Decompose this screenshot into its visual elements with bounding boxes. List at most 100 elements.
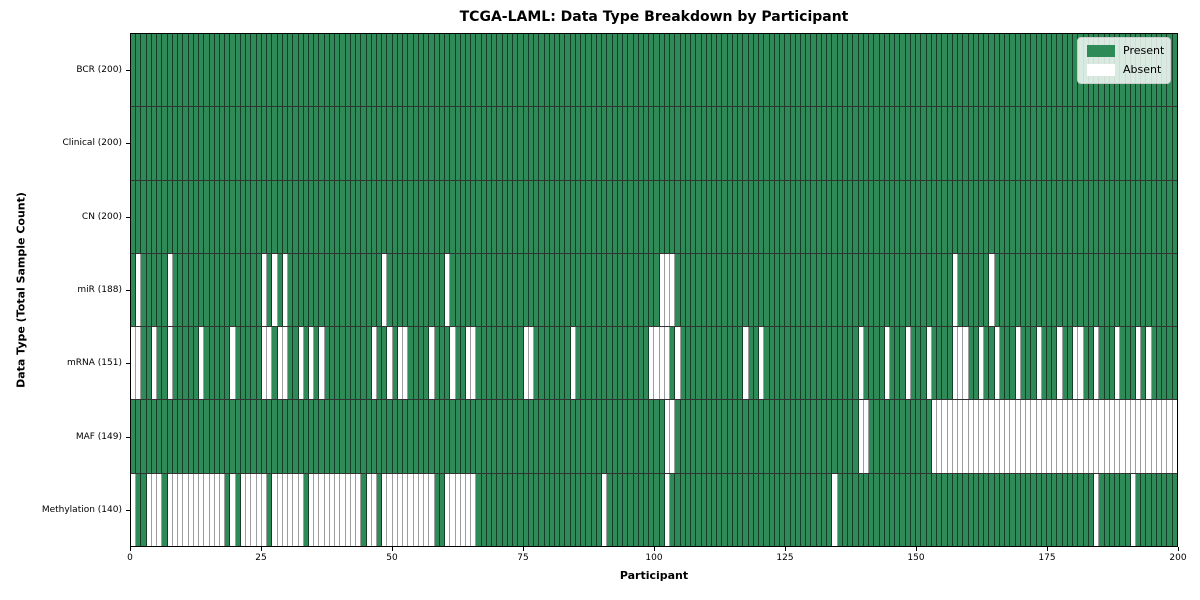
cell xyxy=(696,253,702,327)
cell xyxy=(575,400,582,473)
cell xyxy=(617,473,624,546)
cell xyxy=(1052,400,1058,473)
cell xyxy=(984,327,990,400)
cell xyxy=(842,473,849,546)
cell xyxy=(900,327,906,400)
cell xyxy=(513,34,519,107)
cell xyxy=(439,253,446,327)
cell xyxy=(303,107,309,180)
cell xyxy=(403,473,409,546)
cell xyxy=(973,473,979,546)
x-tick xyxy=(261,547,262,551)
cell xyxy=(633,34,639,107)
cell xyxy=(382,180,388,253)
cell xyxy=(534,400,540,473)
cell xyxy=(1073,107,1079,180)
cell xyxy=(418,107,425,180)
cell xyxy=(397,473,404,546)
cell xyxy=(785,34,791,107)
cell xyxy=(277,253,283,327)
cell xyxy=(916,180,922,253)
cell xyxy=(549,253,555,327)
cell xyxy=(230,107,236,180)
cell xyxy=(539,400,545,473)
cell xyxy=(638,327,644,400)
cell xyxy=(319,107,325,180)
cell xyxy=(1005,473,1011,546)
cell xyxy=(827,253,833,327)
cell xyxy=(303,34,309,107)
cell xyxy=(329,473,336,546)
cell xyxy=(1057,253,1063,327)
cell xyxy=(691,253,697,327)
cell xyxy=(162,473,168,546)
cell xyxy=(910,253,917,327)
y-tick-label-miR: miR (188) xyxy=(77,285,122,295)
cell xyxy=(774,253,781,327)
cell xyxy=(1172,180,1177,253)
cell xyxy=(748,34,754,107)
cell xyxy=(1088,473,1095,546)
cell xyxy=(1062,253,1068,327)
cell xyxy=(685,473,692,546)
cell xyxy=(664,400,671,473)
cell xyxy=(931,107,938,180)
cell xyxy=(183,253,189,327)
cell xyxy=(617,253,624,327)
cell xyxy=(895,327,901,400)
cell xyxy=(680,253,686,327)
cell xyxy=(869,473,875,546)
cell xyxy=(869,34,875,107)
cell xyxy=(811,473,817,546)
cell xyxy=(240,34,247,107)
cell xyxy=(958,473,964,546)
cell xyxy=(282,327,289,400)
cell xyxy=(439,400,446,473)
cell xyxy=(445,400,451,473)
cell xyxy=(340,107,346,180)
cell xyxy=(879,180,885,253)
cell xyxy=(455,473,461,546)
cell xyxy=(507,34,514,107)
cell xyxy=(795,180,801,253)
cell xyxy=(743,473,749,546)
cell xyxy=(612,253,618,327)
cell xyxy=(706,327,713,400)
cell xyxy=(1151,253,1157,327)
cell xyxy=(1041,107,1048,180)
cell xyxy=(157,473,163,546)
cell xyxy=(963,253,969,327)
cell xyxy=(1083,180,1089,253)
cell xyxy=(460,253,466,327)
cell xyxy=(486,473,493,546)
cell xyxy=(371,107,378,180)
cell xyxy=(1156,253,1163,327)
cell xyxy=(1104,473,1110,546)
cell xyxy=(591,400,597,473)
cell xyxy=(319,253,325,327)
cell xyxy=(722,253,728,327)
cell xyxy=(413,34,419,107)
cell xyxy=(183,327,189,400)
cell xyxy=(476,253,482,327)
cell xyxy=(466,400,472,473)
cell xyxy=(633,180,639,253)
cell xyxy=(131,180,137,253)
cell xyxy=(324,34,330,107)
cell xyxy=(371,327,378,400)
cell xyxy=(282,473,289,546)
cell xyxy=(806,327,812,400)
cell xyxy=(994,34,1000,107)
cell xyxy=(1015,107,1021,180)
cell xyxy=(942,180,948,253)
cell xyxy=(617,400,624,473)
cell xyxy=(157,107,163,180)
cell xyxy=(1041,253,1048,327)
cell xyxy=(366,180,372,253)
cell xyxy=(670,327,676,400)
cell xyxy=(738,400,744,473)
cell xyxy=(492,180,498,253)
cell xyxy=(1020,473,1027,546)
cell xyxy=(1005,327,1011,400)
cell xyxy=(999,327,1006,400)
